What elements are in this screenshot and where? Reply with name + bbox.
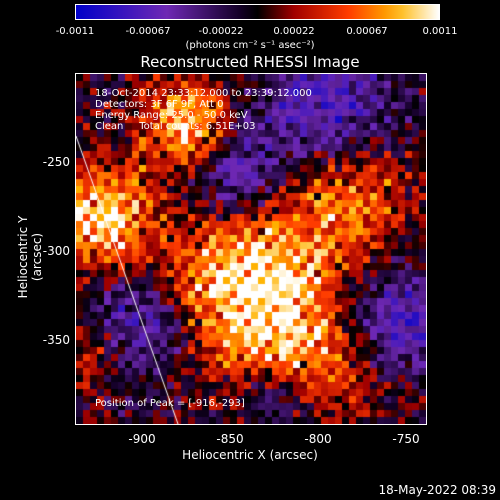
colorbar-tick: 0.00022 bbox=[273, 26, 315, 37]
x-tick-label: -850 bbox=[216, 432, 244, 446]
colorbar-tick: -0.00022 bbox=[198, 26, 244, 37]
rhessi-image bbox=[75, 73, 427, 425]
y-tick-label: -250 bbox=[42, 155, 70, 169]
y-axis-label: Heliocentric Y (arcsec) bbox=[16, 215, 44, 299]
image-title: Reconstructed RHESSI Image bbox=[140, 53, 360, 71]
info-detectors: Detectors: 3F 6F 9F, Att 0 bbox=[95, 99, 224, 110]
colorbar bbox=[75, 4, 440, 20]
x-axis-label: Heliocentric X (arcsec) bbox=[182, 448, 318, 462]
colorbar-tick: 0.00067 bbox=[346, 26, 388, 37]
info-energy: Energy Range: 25.0 - 50.0 keV bbox=[95, 110, 248, 121]
colorbar-tick: -0.0011 bbox=[55, 26, 95, 37]
colorbar-tick: 0.0011 bbox=[422, 26, 458, 37]
timestamp: 18-May-2022 08:39 bbox=[378, 483, 496, 497]
info-block: 18-Oct-2014 23:33:12.000 to 23:39:12.000… bbox=[95, 88, 312, 132]
colorbar-units: (photons cm⁻² s⁻¹ asec⁻²) bbox=[185, 40, 315, 51]
y-tick-label: -350 bbox=[42, 333, 70, 347]
colorbar-tick: -0.00067 bbox=[125, 26, 171, 37]
x-tick-label: -900 bbox=[128, 432, 156, 446]
x-tick-label: -750 bbox=[392, 432, 420, 446]
peak-position: Position of Peak = [-916,-293] bbox=[95, 398, 245, 409]
info-clean: Clean Total counts: 6.51E+03 bbox=[95, 121, 256, 132]
info-time: 18-Oct-2014 23:33:12.000 to 23:39:12.000 bbox=[95, 88, 312, 99]
y-tick-label: -300 bbox=[42, 244, 70, 258]
x-tick-label: -800 bbox=[304, 432, 332, 446]
